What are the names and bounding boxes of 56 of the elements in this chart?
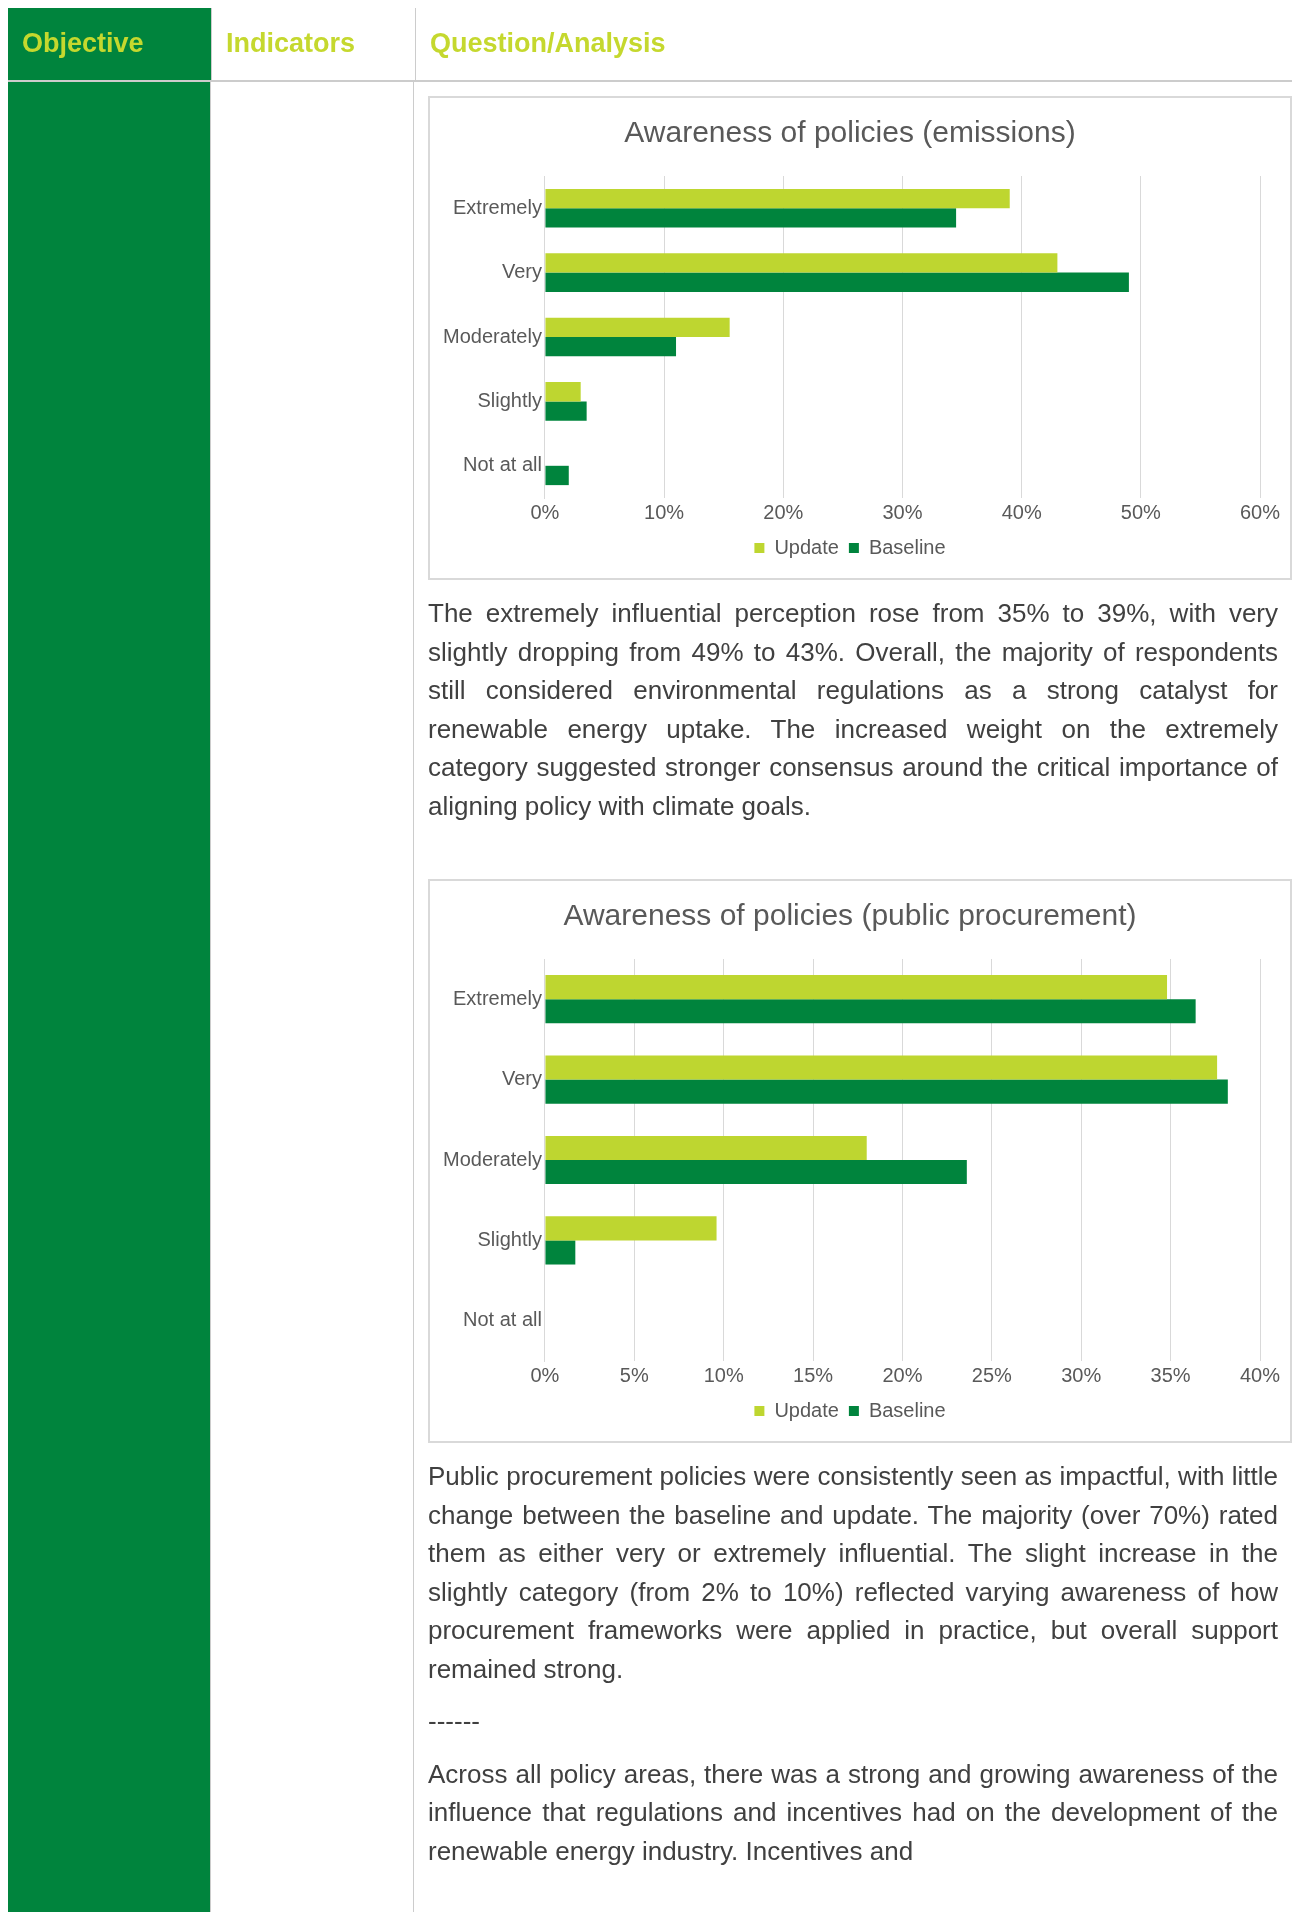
text: Question/Analysis [415,8,1292,80]
y-tick-label: Extremely [453,195,542,218]
bar [545,188,1010,209]
bar [545,1160,967,1185]
text: The extremely influential perception rose from 35% to 39%, with very slightly dropping from 49% to 43%. Overall, the majority of respondents still considered environmental regulations as a strong catalyst for renewable energy uptake. The increased weight on the extremely category suggested stronger consensus around the critical importance of aligning policy with climate goals. [428,597,1278,823]
legend-label: Baseline [868,535,946,558]
x-tick-label: 35% [1150,1363,1191,1386]
legend-label: Update [774,1398,839,1421]
bar [545,999,1196,1024]
x-tick-label: 30% [882,500,923,523]
bar [545,382,581,402]
x-tick-label: 10% [703,1363,744,1386]
text: Objective [8,8,211,80]
chart-title: Awareness of policies (public procurement) [563,898,1137,932]
y-tick-label: Moderately [443,1147,542,1170]
y-tick-label: Very [501,260,542,283]
y-tick-label: Very [501,1067,542,1090]
bar [545,1216,717,1241]
x-tick-label: 10% [644,500,685,523]
x-tick-label: 40% [1001,500,1042,523]
text: Across all policy areas, there was a strong and growing awareness of the influence that regulations and incentives had on the development of the renewable energy industry. Incentives and [428,1757,1278,1868]
bar [545,253,1058,273]
bar [545,317,730,337]
bar [545,1055,1218,1080]
y-tick-label: Not at all [463,453,542,476]
bar [545,1135,867,1160]
chart-title: Awareness of policies (emissions) [624,115,1076,149]
bar [545,337,677,357]
text: Indicators [211,8,415,80]
bar [545,272,1129,292]
x-tick-label: 60% [1239,500,1281,523]
bar [545,465,569,486]
x-tick-label: 20% [763,500,804,523]
x-tick-label: 25% [971,1363,1013,1386]
y-tick-label: Extremely [453,986,542,1009]
legend-label: Baseline [868,1398,946,1421]
x-tick-label: 20% [882,1363,923,1386]
y-tick-label: Slightly [477,388,542,411]
bar [545,401,587,421]
bar [545,208,957,228]
x-tick-label: 50% [1120,500,1162,523]
text: ------ [428,1705,481,1738]
y-tick-label: Not at all [463,1308,542,1331]
y-tick-label: Moderately [443,324,542,347]
y-tick-label: Slightly [477,1227,542,1250]
bar [545,1240,576,1265]
x-tick-label: 0% [530,500,560,523]
x-tick-label: 5% [619,1363,649,1386]
bar [545,1079,1228,1104]
x-tick-label: 15% [793,1363,834,1386]
text: Public procurement policies were consistently seen as impactful, with little change between the baseline and update. The majority (over 70%) rated them as either very or extremely influential. The slight increase in the slightly category (from 2% to 10%) reflected varying awareness of how procurement frameworks were applied in practice, but overall support remained strong. [428,1460,1278,1686]
bar [545,975,1168,1000]
legend-label: Update [774,535,839,558]
x-tick-label: 0% [530,1363,560,1386]
x-tick-label: 40% [1239,1363,1281,1386]
x-tick-label: 30% [1061,1363,1102,1386]
